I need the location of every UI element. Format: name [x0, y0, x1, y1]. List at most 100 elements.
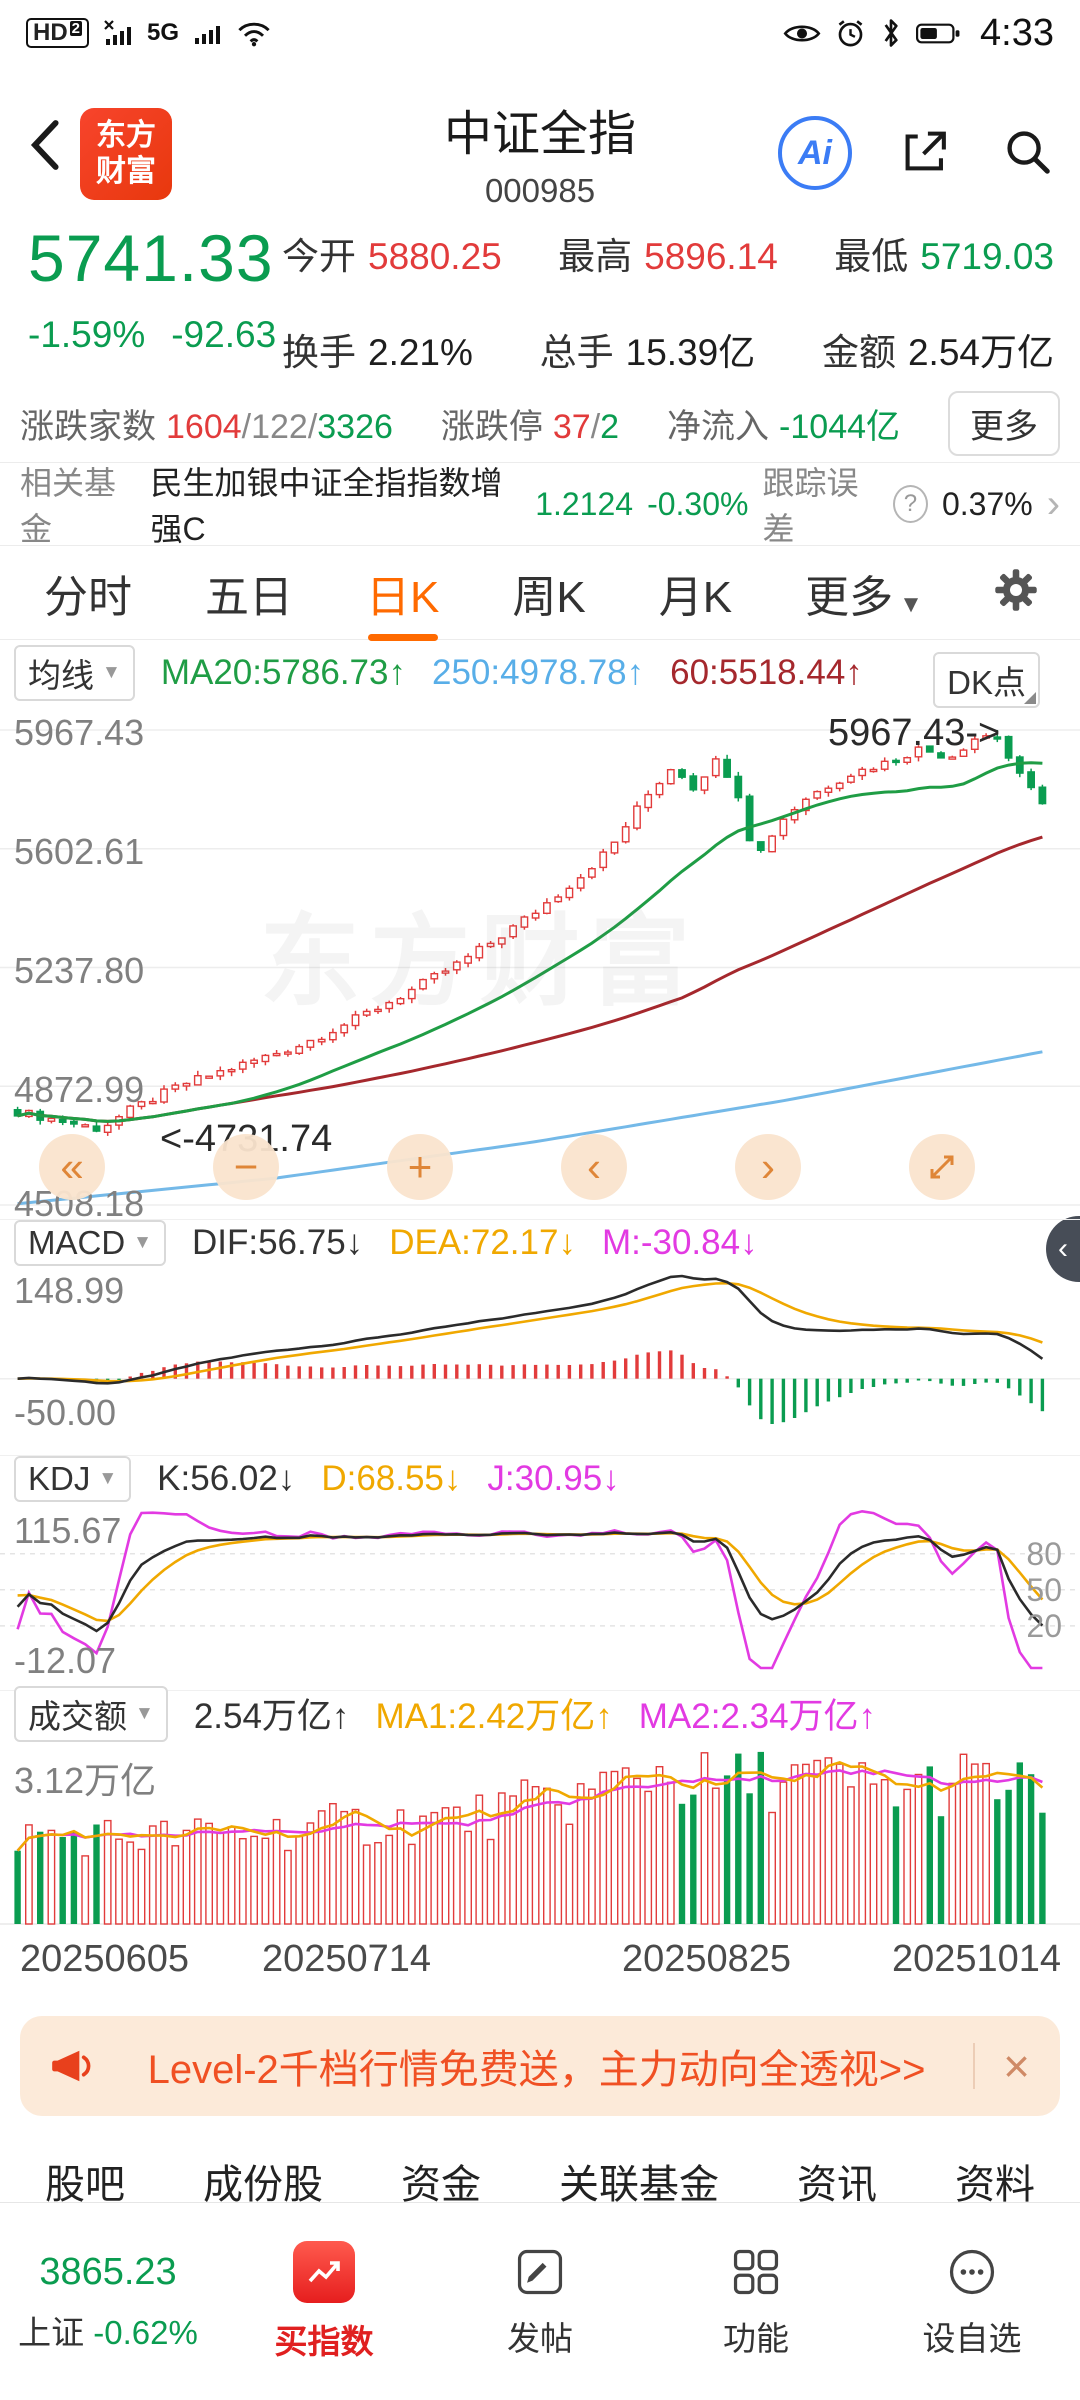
share-button[interactable] [896, 122, 954, 185]
grid-icon [733, 2249, 779, 2295]
pan-left-button[interactable]: ‹ [561, 1134, 627, 1200]
tracking-error-value: 0.37% [941, 485, 1033, 522]
battery-icon [916, 23, 960, 43]
more-button[interactable]: 更多 [947, 390, 1060, 456]
ma60-value: 60:5518.44↑ [670, 653, 863, 692]
kline-y-label: 5237.80 [14, 950, 145, 991]
app-logo[interactable]: 东方 财富 [80, 108, 172, 200]
kdj-chart[interactable] [0, 1500, 1080, 1676]
limit-up-count: 37 [552, 407, 591, 446]
chevron-down-icon: ▼ [899, 590, 923, 618]
kline-chart[interactable] [0, 700, 1080, 1215]
pan-right-button[interactable]: › [735, 1134, 801, 1200]
volume-selector[interactable]: 成交额 ▼ [14, 1685, 168, 1742]
page-title: 中证全指 [443, 108, 636, 161]
level2-promo-banner[interactable]: Level-2千档行情免费送，主力动向全透视>> × [20, 2016, 1060, 2116]
limit-separator: / [590, 407, 601, 446]
close-icon[interactable]: × [973, 2043, 1030, 2089]
search-button[interactable] [998, 122, 1056, 185]
macd-y-top: 148.99 [14, 1270, 125, 1311]
nav-post[interactable]: 发帖 [432, 2203, 648, 2400]
open-value: 5880.25 [368, 236, 502, 277]
volume-chart[interactable] [0, 1735, 1080, 1928]
turnover-label: 换手 [282, 332, 356, 373]
watchlist-dots-icon [949, 2249, 995, 2295]
tab-daily-k[interactable]: 日K [362, 547, 443, 639]
expand-icon [930, 1155, 954, 1179]
macd-selector[interactable]: MACD ▼ [14, 1219, 166, 1266]
signal-bars-icon [195, 26, 221, 44]
ma-selector[interactable]: 均线 ▼ [14, 645, 135, 701]
volume-value: 15.39亿 [625, 332, 756, 373]
post-label: 发帖 [507, 2320, 573, 2357]
tab-weekly-k[interactable]: 周K [512, 572, 586, 622]
advancers-count: 1604 [166, 407, 242, 446]
low-label: 最低 [834, 236, 909, 277]
x-axis-date: 20250605 [20, 1938, 190, 1980]
volume-chart-canvas[interactable] [0, 1735, 1080, 1928]
zoom-in-button[interactable]: + [387, 1134, 453, 1200]
tracking-error-label: 跟踪误差 [762, 465, 859, 547]
clock-time: 4:33 [980, 11, 1054, 54]
alarm-icon [838, 19, 863, 46]
kdj-selector[interactable]: KDJ ▼ [14, 1455, 132, 1502]
kdj-grid-label: 50 [1026, 1572, 1062, 1608]
tab-related-funds[interactable]: 关联基金 [559, 2163, 719, 2202]
limit-down-count: 2 [600, 407, 620, 446]
fund-name: 民生加银中证全指指数增强C [150, 465, 503, 547]
dea-value: DEA:72.17↓ [389, 1222, 576, 1262]
kline-y-label: 4872.99 [14, 1069, 145, 1110]
kdj-chart-canvas[interactable] [0, 1500, 1080, 1676]
buy-index-label: 买指数 [274, 2323, 374, 2360]
chart-controls: « − + ‹ › [39, 1134, 975, 1200]
buy-index-icon [293, 2241, 355, 2303]
promo-text: Level-2千档行情免费送，主力动向全透视>> [147, 2048, 926, 2092]
chevron-down-icon: ▼ [133, 1231, 152, 1253]
wifi-icon [238, 22, 270, 46]
nav-index-quote[interactable]: 3865.23 上证 -0.62% [0, 2203, 216, 2400]
kdj-y-top: 115.67 [14, 1510, 122, 1551]
fast-backward-button[interactable]: « [39, 1134, 105, 1200]
kline-chart-canvas[interactable] [0, 700, 1080, 1215]
nav-add-watchlist[interactable]: 设自选 [864, 2203, 1080, 2400]
logo-line2: 财富 [96, 155, 156, 188]
nav-buy-index[interactable]: 买指数 [216, 2203, 432, 2400]
zoom-out-button[interactable]: − [213, 1134, 279, 1200]
nav-functions[interactable]: 功能 [648, 2203, 864, 2400]
tab-capital[interactable]: 资金 [401, 2163, 481, 2202]
back-button[interactable] [14, 110, 74, 180]
eye-icon [783, 24, 821, 42]
ma-indicator-header: 均线 ▼ MA20:5786.73↑ 250:4978.78↑ 60:5518.4… [0, 645, 1080, 708]
ai-assistant-button[interactable]: Ai [778, 116, 852, 190]
tab-news[interactable]: 资讯 [797, 2163, 877, 2202]
tab-forum[interactable]: 股吧 [45, 2163, 125, 2202]
logo-line1: 东方 [96, 119, 156, 152]
bottom-navigation: 3865.23 上证 -0.62% 买指数 发帖 功能 设自选 [0, 2202, 1080, 2400]
fund-label: 相关基金 [20, 465, 117, 547]
tab-constituents[interactable]: 成份股 [203, 2163, 323, 2202]
dif-value: DIF:56.75↓ [191, 1222, 364, 1262]
sh-index-name: 上证 [18, 2313, 85, 2351]
ma250-value: 250:4978.78↑ [431, 653, 645, 692]
fullscreen-button[interactable] [909, 1134, 975, 1200]
volume-label: 总手 [539, 332, 614, 373]
last-price: 5741.33 [28, 221, 274, 295]
tab-five-day[interactable]: 五日 [205, 572, 294, 622]
fund-change-percent: -0.30% [647, 485, 749, 522]
decliners-count: 3326 [317, 407, 393, 446]
macd-chart[interactable] [0, 1264, 1080, 1438]
header: 东方 财富 中证全指 000985 Ai [0, 80, 1080, 210]
chart-settings-button[interactable] [992, 566, 1040, 619]
tab-profile[interactable]: 资料 [955, 2163, 1035, 2202]
help-icon[interactable]: ? [893, 485, 928, 523]
tab-monthly-k[interactable]: 月K [658, 572, 733, 622]
kdj-k-value: K:56.02↓ [157, 1458, 296, 1498]
dk-point-button[interactable]: DK点 [933, 652, 1040, 708]
tab-minute[interactable]: 分时 [44, 572, 132, 622]
tab-more[interactable]: 更多 ▼ [805, 572, 923, 622]
related-fund-row[interactable]: 相关基金 民生加银中证全指指数增强C 1.2124 -0.30% 跟踪误差 ? … [0, 462, 1080, 547]
inflow-value: -1044亿 [779, 407, 901, 446]
macd-chart-canvas[interactable] [0, 1264, 1080, 1438]
kline-y-label: 5967.43 [14, 712, 145, 753]
